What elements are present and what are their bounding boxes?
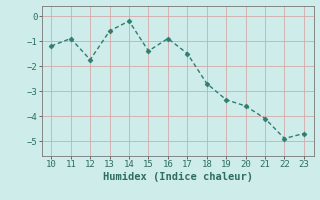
X-axis label: Humidex (Indice chaleur): Humidex (Indice chaleur) bbox=[103, 172, 252, 182]
